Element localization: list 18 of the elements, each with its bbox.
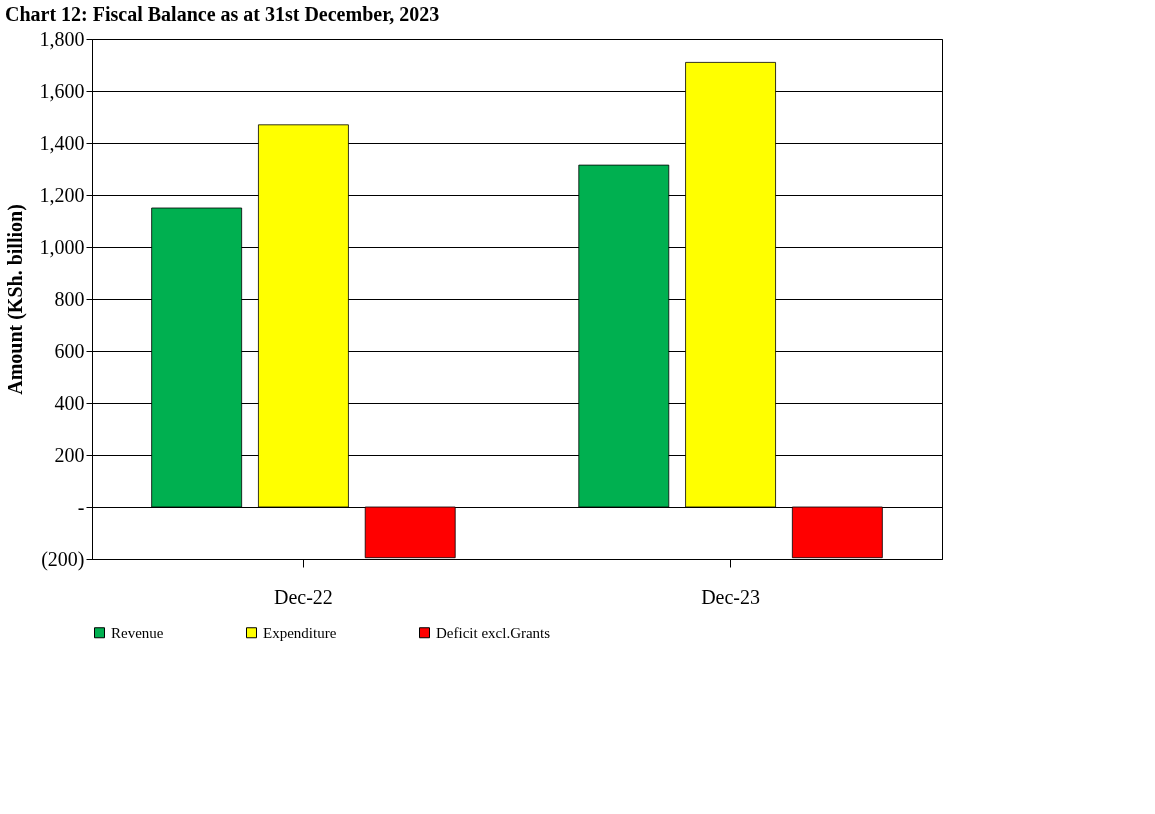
legend-label: Revenue: [111, 624, 164, 641]
y-tick-label: 400: [54, 391, 85, 414]
y-tick-label: 1,200: [39, 183, 85, 206]
y-tick-label: 1,600: [39, 79, 85, 102]
chart-title: Chart 12: Fiscal Balance as at 31st December, 2023: [5, 3, 440, 25]
x-tick-label: Dec-23: [701, 585, 760, 608]
legend-label: Expenditure: [263, 624, 337, 641]
legend-label: Deficit excl.Grants: [436, 624, 551, 641]
y-tick-label: 600: [54, 339, 85, 362]
y-tick-label: 1,400: [39, 131, 85, 154]
y-tick-label: 800: [54, 287, 85, 310]
x-tick-label: Dec-22: [274, 585, 333, 608]
y-tick-label: 200: [54, 443, 85, 466]
y-tick-label: -: [77, 495, 85, 518]
y-tick-label: (200): [41, 547, 85, 571]
y-axis-title: Amount (KSh. billion): [3, 204, 27, 395]
y-tick-label: 1,000: [39, 235, 85, 258]
y-tick-label: 1,800: [39, 27, 85, 50]
